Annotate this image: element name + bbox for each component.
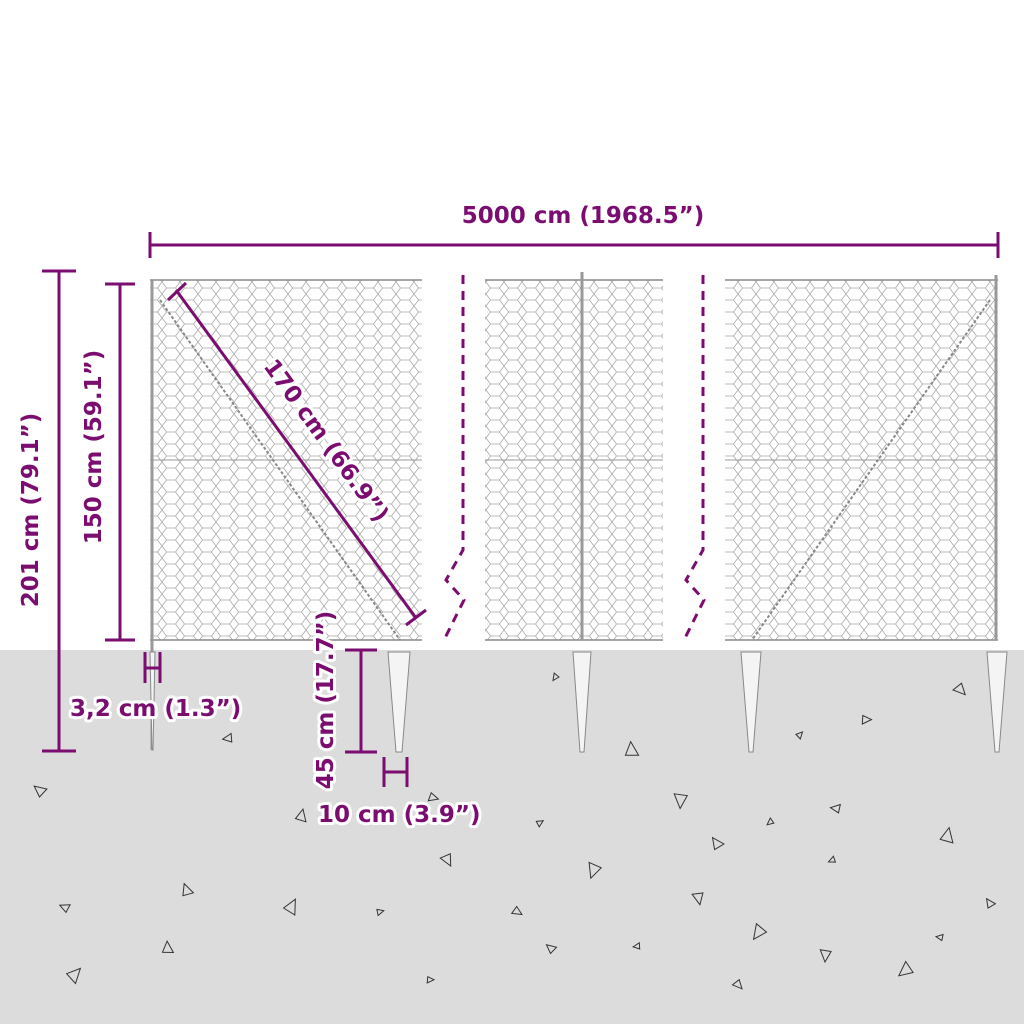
break-mark-2 [682, 275, 706, 641]
total-height-label: 201 cm (79.1”) [18, 413, 44, 608]
gravel-stone [426, 975, 436, 984]
gravel-stone [221, 732, 233, 743]
gravel-stone [510, 905, 523, 916]
fence-panel-middle [485, 272, 663, 641]
gravel-stone [985, 897, 997, 909]
post-diameter-dimension [143, 652, 162, 683]
gravel-stone [934, 933, 944, 942]
spike-width-dimension [382, 757, 409, 787]
total-height-dimension [42, 269, 76, 753]
gravel-stone [939, 826, 954, 844]
gravel-stone [535, 820, 545, 828]
gravel-stone [631, 941, 641, 950]
gravel-stone [673, 793, 689, 810]
spike-width-label: 10 cm (3.9”) [318, 802, 481, 828]
gravel-stone [952, 682, 966, 696]
gravel-stone [65, 967, 82, 985]
gravel-stone [819, 949, 832, 964]
gravel-stone [827, 855, 837, 863]
gravel-stone [294, 807, 307, 823]
gravel-stone [58, 904, 71, 914]
ground [0, 650, 1024, 1024]
gravel-stone [897, 960, 914, 977]
gravel-stone [439, 853, 452, 868]
gravel-stone [161, 939, 175, 954]
gravel-stone [731, 978, 743, 990]
gravel-stone [33, 785, 48, 798]
gravel-stone [711, 836, 725, 851]
spike-depth-dimension [345, 648, 377, 754]
gravel-stone [829, 803, 841, 814]
total-length-label: 5000 cm (1968.5”) [462, 203, 705, 229]
gravel-stone [545, 944, 558, 955]
gravel-decoration [33, 672, 997, 990]
fence-height-label: 150 cm (59.1”) [81, 350, 107, 545]
gravel-stone [691, 892, 704, 906]
ground-spikes [149, 651, 1008, 753]
spike-depth-label: 45 cm (17.7”) [313, 611, 339, 790]
fence-panel-right [725, 275, 998, 641]
break-mark-1 [442, 275, 466, 641]
gravel-stone [861, 714, 873, 725]
gravel-stone [182, 882, 195, 897]
gravel-stone [282, 898, 296, 916]
gravel-stone [766, 816, 775, 826]
fence-panel-left [150, 279, 422, 750]
post-diameter-label: 3,2 cm (1.3”) [70, 696, 241, 722]
brace-length-dimension [166, 281, 427, 627]
gravel-stone [427, 791, 440, 802]
total-length-dimension [148, 232, 1000, 258]
gravel-stone [588, 861, 603, 880]
gravel-stone [624, 740, 640, 756]
gravel-stone [552, 672, 560, 682]
gravel-stone [752, 922, 768, 941]
gravel-stone [795, 731, 804, 740]
fence-height-dimension [105, 282, 135, 642]
gravel-stone [376, 908, 385, 917]
